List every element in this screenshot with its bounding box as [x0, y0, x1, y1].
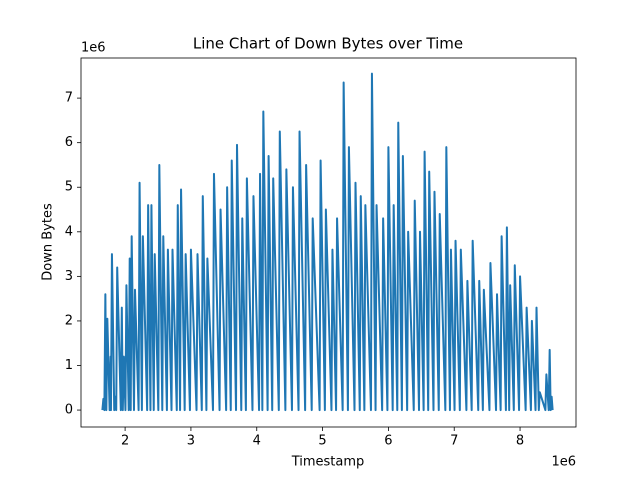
- y-offset-label: 1e6: [81, 41, 106, 56]
- x-tick-label: 5: [318, 434, 326, 449]
- y-tick-label: 3: [65, 269, 73, 284]
- chart-title: Line Chart of Down Bytes over Time: [193, 35, 463, 53]
- plot-frame: [80, 57, 577, 428]
- y-tick-label: 2: [65, 313, 73, 328]
- x-tick-label: 7: [450, 434, 458, 449]
- y-tick-label: 7: [65, 91, 73, 106]
- x-offset-label: 1e6: [551, 455, 576, 470]
- x-axis-label: Timestamp: [291, 455, 365, 470]
- x-tick-label: 4: [253, 434, 261, 449]
- x-tick-label: 6: [384, 434, 392, 449]
- y-tick-label: 4: [65, 224, 73, 239]
- y-tick-label: 0: [65, 403, 73, 418]
- x-tick-label: 3: [187, 434, 195, 449]
- y-tick-label: 5: [65, 180, 73, 195]
- data-line: [101, 72, 554, 412]
- x-tick-label: 2: [121, 434, 129, 449]
- y-tick-label: 1: [65, 358, 73, 373]
- y-tick-label: 6: [65, 135, 73, 150]
- y-axis-label: Down Bytes: [41, 203, 56, 281]
- x-tick-label: 8: [516, 434, 524, 449]
